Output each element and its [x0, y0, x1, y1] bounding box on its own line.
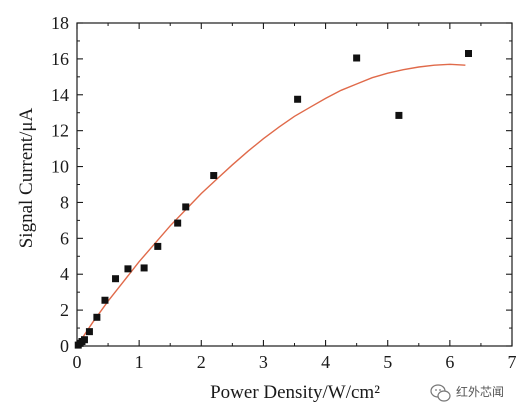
data-point	[85, 328, 93, 336]
y-tick-label: 16	[51, 49, 69, 69]
wechat-icon	[430, 384, 451, 402]
x-tick-label: 4	[321, 352, 330, 372]
data-point	[124, 265, 132, 273]
data-point	[154, 242, 162, 250]
plot-frame	[76, 22, 513, 347]
data-point	[93, 313, 101, 321]
fit-curve	[76, 63, 466, 347]
watermark: 红外芯闻	[430, 384, 504, 402]
watermark-text: 红外芯闻	[456, 384, 504, 399]
x-axis-title: Power Density/W/cm²	[210, 382, 380, 403]
x-tick-label: 3	[259, 352, 268, 372]
axis-ticks	[76, 22, 513, 347]
data-point	[101, 296, 109, 304]
y-tick-labels: 0 2 4 6 8 10 12 14 16 18	[51, 13, 69, 356]
y-tick-label: 14	[51, 85, 69, 105]
data-point	[294, 95, 302, 103]
y-tick-label: 8	[60, 192, 69, 212]
data-point	[353, 54, 361, 62]
x-tick-label: 7	[508, 352, 517, 372]
y-tick-label: 0	[60, 336, 69, 356]
y-tick-label: 18	[51, 13, 69, 33]
data-point	[80, 336, 88, 344]
y-tick-label: 6	[60, 228, 69, 248]
y-tick-label: 2	[60, 300, 69, 320]
data-point	[140, 264, 148, 272]
data-point	[174, 219, 182, 227]
y-tick-label: 4	[60, 264, 69, 284]
x-tick-label: 6	[445, 352, 454, 372]
y-tick-label: 10	[51, 157, 69, 177]
x-tick-label: 0	[73, 352, 82, 372]
data-point	[210, 172, 218, 180]
data-point	[395, 111, 403, 119]
data-points	[74, 50, 472, 349]
x-tick-label: 1	[135, 352, 144, 372]
y-tick-label: 12	[51, 121, 69, 141]
x-tick-label: 2	[197, 352, 206, 372]
x-tick-labels: 0 1 2 3 4 5 6 7	[73, 352, 517, 372]
data-point	[465, 50, 472, 58]
y-axis-title: Signal Current/μA	[16, 107, 37, 248]
data-point	[182, 203, 190, 211]
plot-area	[74, 22, 513, 349]
data-point	[112, 275, 120, 283]
x-tick-label: 5	[383, 352, 392, 372]
